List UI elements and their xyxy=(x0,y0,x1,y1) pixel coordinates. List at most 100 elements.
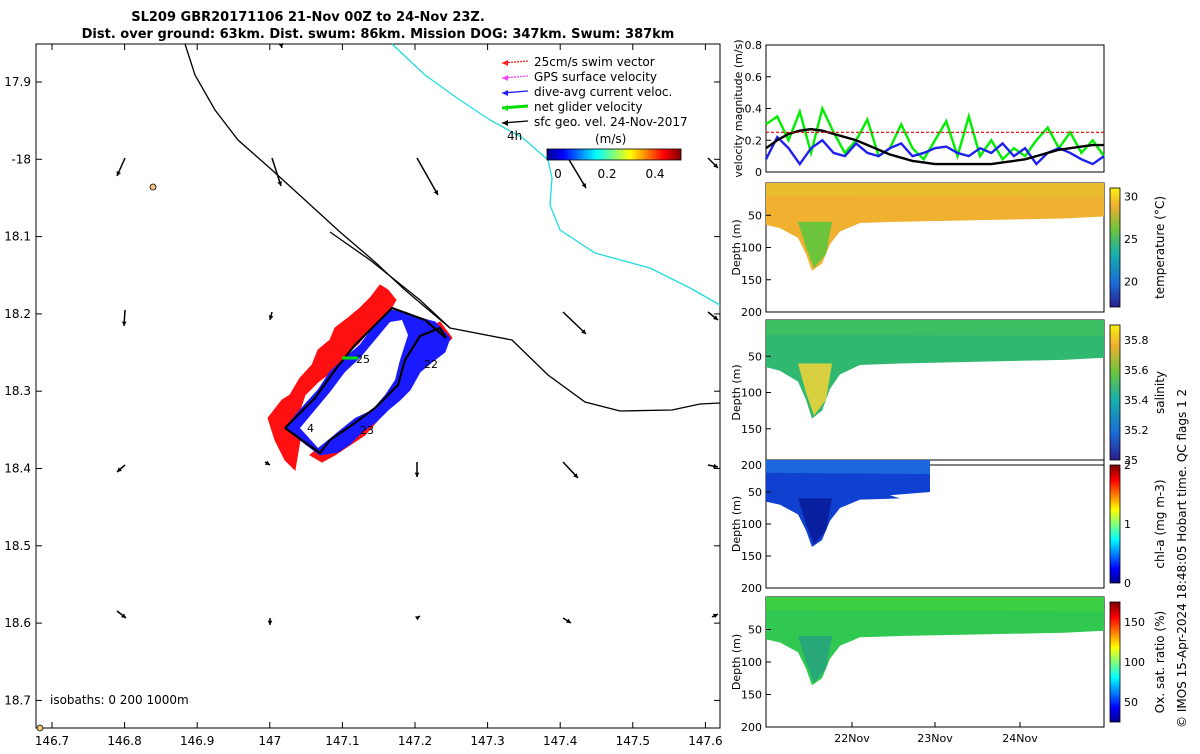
depth-ytick-label: 150 xyxy=(741,274,762,287)
track-label-23: 23 xyxy=(360,424,374,437)
profile-data-deep-plume xyxy=(798,636,832,683)
lat-tick-label: 18.1 xyxy=(4,230,31,244)
depth-ytick-label: 200 xyxy=(741,459,762,472)
geo-vel-arrowhead xyxy=(414,472,420,477)
lon-tick-label: 147.2 xyxy=(398,734,432,748)
legend-entry: sfc geo. vel. 24-Nov-2017 xyxy=(534,115,688,129)
depth-ytick-label: 50 xyxy=(748,624,762,637)
geo-vel-arrowhead xyxy=(277,181,282,186)
geo-vel-arrowhead xyxy=(713,163,718,168)
track-label-22: 22 xyxy=(424,358,438,371)
colorbar-tick-2: 0.4 xyxy=(645,167,664,181)
lat-tick-label: 17.9 xyxy=(4,75,31,89)
velocity-ytick-label: 0.2 xyxy=(745,134,763,147)
lat-tick-label: 18.5 xyxy=(4,539,31,553)
depth-ytick-label: 100 xyxy=(741,387,762,400)
depth-ytick-label: 50 xyxy=(748,209,762,222)
imos-credit: © IMOS 15-Apr-2024 18:48:05 Hobart time.… xyxy=(1175,389,1189,728)
profile-data-field xyxy=(766,320,1104,419)
colorbar-label: salinity xyxy=(1153,371,1167,414)
date-xtick-label: 23Nov xyxy=(917,732,953,745)
map-colorbar xyxy=(546,148,682,161)
colorbar-tick-1: 0.2 xyxy=(597,167,616,181)
depth-ytick-label: 200 xyxy=(741,582,762,595)
lat-tick-label: 18.7 xyxy=(4,693,31,707)
geo-vel-arrowhead xyxy=(278,43,284,48)
depth-ytick-label: 50 xyxy=(748,486,762,499)
legend-swatch-head xyxy=(502,75,508,81)
depth-ytick-label: 150 xyxy=(741,423,762,436)
lat-tick-label: 18.6 xyxy=(4,616,31,630)
lat-tick-label: -18 xyxy=(11,152,31,166)
colorbar-tick-label: 35.6 xyxy=(1124,364,1149,377)
lat-tick-label: 18.2 xyxy=(4,307,31,321)
corner-marker xyxy=(36,724,44,732)
colorbar-tick-label: 50 xyxy=(1124,696,1138,709)
track-label-4: 4 xyxy=(307,422,314,435)
colorbar-label: temperature (°C) xyxy=(1153,196,1167,299)
legend-swatch-head xyxy=(502,120,508,126)
legend-entry: 25cm/s swim vector xyxy=(534,55,655,69)
lon-tick-label: 147.1 xyxy=(325,734,359,748)
velocity-series-line xyxy=(765,127,1104,166)
geo-vel-arrowhead xyxy=(713,613,718,619)
depth-ylabel: Depth (m) xyxy=(730,496,743,552)
geo-vel-arrow xyxy=(416,157,439,196)
isobath-black-2 xyxy=(329,231,451,329)
legend-swatch-head xyxy=(502,105,508,111)
lon-tick-label: 147.5 xyxy=(616,734,650,748)
profile-data-deep-plume xyxy=(798,498,832,545)
depth-ytick-label: 50 xyxy=(748,350,762,363)
depth-ytick-label: 100 xyxy=(741,656,762,669)
lon-tick-label: 146.9 xyxy=(180,734,214,748)
velocity-ytick-label: 0.8 xyxy=(745,39,763,52)
geo-vel-arrowhead xyxy=(566,618,571,623)
depth-ylabel: Depth (m) xyxy=(730,634,743,690)
track-label-25: 25 xyxy=(356,353,370,366)
geo-vel-arrowhead xyxy=(121,613,126,618)
depth-ytick-label: 150 xyxy=(741,689,762,702)
sfc-geo-vel-arrows xyxy=(116,43,719,625)
track-interior xyxy=(300,320,408,448)
depth-ylabel: Depth (m) xyxy=(730,219,743,275)
geo-vel-arrowhead xyxy=(265,460,270,465)
geo-vel-arrowhead xyxy=(581,329,586,334)
lon-tick-label: 146.7 xyxy=(35,734,69,748)
colorbar-tick-label: 30 xyxy=(1124,191,1138,204)
colorbar-tick-label: 150 xyxy=(1124,616,1145,629)
profile-data-surface-layer xyxy=(766,597,1104,612)
lon-tick-label: 147.3 xyxy=(470,734,504,748)
colorbar-tick-label: 35.8 xyxy=(1124,334,1149,347)
geo-vel-arrowhead xyxy=(415,616,420,621)
geo-vel-arrow xyxy=(271,157,282,187)
depth-ytick-label: 150 xyxy=(741,550,762,563)
map-lat-ticks: 17.9 -18 18.1 18.2 18.3 18.4 18.5 18.6 18.7 xyxy=(4,75,720,707)
geo-vel-arrowhead xyxy=(433,190,438,195)
depth-ytick-label: 200 xyxy=(741,306,762,319)
geo-vel-arrow xyxy=(562,311,587,335)
legend-entry: dive-avg current veloc. xyxy=(534,85,672,99)
colorbar-tick-label: 1 xyxy=(1124,518,1131,531)
title-line-1: SL209 GBR20171106 21-Nov 00Z to 24-Nov 2… xyxy=(131,10,485,25)
depth-ytick-label: 100 xyxy=(741,518,762,531)
geo-vel-arrowhead xyxy=(713,315,718,320)
profile-data-surface-layer xyxy=(766,183,1104,198)
velocity-ytick-label: 0.4 xyxy=(745,103,763,116)
profile-colorbar xyxy=(1109,601,1121,723)
profile-data-field xyxy=(766,183,1104,271)
lat-tick-label: 18.4 xyxy=(4,462,31,476)
isobath-black xyxy=(184,43,721,412)
velocity-panel-frame xyxy=(765,44,1105,173)
geo-vel-arrowhead xyxy=(268,315,274,320)
colorbar-tick-label: 100 xyxy=(1124,656,1145,669)
lon-tick-label: 146.8 xyxy=(107,734,141,748)
map-lon-ticks: 146.7 146.8 146.9 147 147.1 147.2 147.3 147.4 14… xyxy=(35,44,723,748)
profile-data-surface-layer xyxy=(766,460,930,475)
map-panel: 146.7 146.8 146.9 147 147.1 147.2 147.3 147.4 14… xyxy=(4,43,723,748)
profile-colorbar xyxy=(1109,324,1121,461)
geo-vel-arrowhead xyxy=(116,171,121,176)
profile-colorbar xyxy=(1109,187,1121,308)
colorbar-tick-label: 2 xyxy=(1124,459,1131,472)
glider-track xyxy=(284,306,447,455)
